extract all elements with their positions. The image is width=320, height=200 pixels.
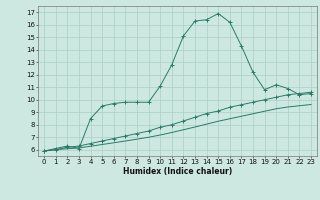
X-axis label: Humidex (Indice chaleur): Humidex (Indice chaleur) [123, 167, 232, 176]
